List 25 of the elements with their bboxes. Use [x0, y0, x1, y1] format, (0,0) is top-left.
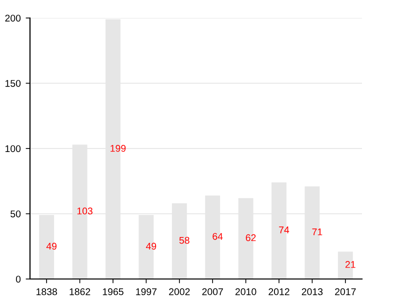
x-tick-label: 1862 [70, 288, 90, 296]
y-tick-label: 200 [5, 14, 21, 22]
data-label: 49 [46, 242, 57, 250]
x-tick-label: 1965 [102, 288, 124, 296]
x-tick-label: 1997 [136, 288, 157, 296]
data-label: 21 [345, 261, 356, 268]
x-tick-label: 2017 [335, 288, 356, 296]
x-tick-label: 2010 [235, 288, 256, 296]
x-tick-label: 2007 [202, 288, 223, 296]
data-label: 64 [212, 232, 223, 240]
data-label: 58 [179, 236, 190, 244]
x-tick-label: 1838 [36, 288, 57, 296]
x-tick-label: 2012 [268, 288, 290, 296]
data-label: 49 [146, 242, 156, 250]
data-label: 74 [279, 226, 290, 234]
x-tick-label: 2013 [302, 288, 323, 296]
data-label: 199 [110, 144, 126, 152]
data-label: 62 [246, 234, 256, 242]
y-tick-label: 50 [10, 210, 21, 218]
y-tick-label: 150 [5, 80, 21, 87]
x-tick-label: 2002 [169, 288, 190, 296]
data-label: 103 [77, 208, 92, 214]
data-label: 71 [312, 228, 322, 236]
y-tick-label: 100 [5, 145, 21, 152]
y-tick-label: 0 [16, 276, 21, 283]
